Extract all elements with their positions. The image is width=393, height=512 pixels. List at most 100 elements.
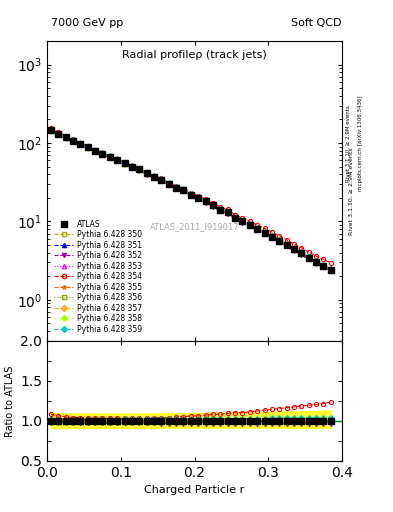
Pythia 6.428 355 [329,267,333,273]
Pythia 6.428 350 [307,255,311,262]
Pythia 6.428 358 [255,226,259,232]
Pythia 6.428 359 [321,262,326,268]
Pythia 6.428 355 [166,181,171,187]
Pythia 6.428 354 [63,133,68,139]
Pythia 6.428 356 [137,167,141,173]
Pythia 6.428 358 [71,138,75,144]
Line: Pythia 6.428 358: Pythia 6.428 358 [49,129,333,272]
Pythia 6.428 352 [159,178,164,184]
Pythia 6.428 359 [78,140,83,146]
Pythia 6.428 359 [329,266,333,272]
Pythia 6.428 352 [284,243,289,249]
Pythia 6.428 358 [270,233,274,240]
Pythia 6.428 355 [63,135,68,141]
Pythia 6.428 350 [270,234,274,240]
Pythia 6.428 357 [181,187,186,193]
Pythia 6.428 359 [93,147,97,153]
Pythia 6.428 358 [203,198,208,204]
Pythia 6.428 353 [211,202,215,208]
Pythia 6.428 353 [248,222,252,228]
Pythia 6.428 352 [122,161,127,167]
Pythia 6.428 351 [159,176,164,182]
Pythia 6.428 350 [107,154,112,160]
Line: Pythia 6.428 351: Pythia 6.428 351 [49,127,333,272]
Pythia 6.428 355 [71,138,75,144]
Pythia 6.428 350 [218,207,223,214]
Pythia 6.428 357 [56,131,61,137]
Pythia 6.428 355 [203,199,208,205]
Pythia 6.428 353 [63,134,68,140]
Pythia 6.428 358 [159,177,164,183]
Pythia 6.428 355 [292,246,296,252]
Pythia 6.428 355 [248,222,252,228]
Pythia 6.428 357 [93,147,97,154]
Pythia 6.428 355 [218,207,223,214]
Pythia 6.428 358 [115,157,119,163]
Pythia 6.428 355 [196,195,200,201]
Pythia 6.428 358 [218,207,223,213]
Pythia 6.428 356 [159,177,164,183]
Pythia 6.428 354 [137,165,141,172]
Pythia 6.428 357 [85,144,90,151]
Pythia 6.428 354 [196,193,200,199]
Pythia 6.428 358 [144,170,149,177]
Text: Soft QCD: Soft QCD [292,18,342,28]
Pythia 6.428 356 [166,181,171,187]
Pythia 6.428 353 [100,151,105,157]
Pythia 6.428 358 [78,141,83,147]
Pythia 6.428 354 [255,222,259,228]
Line: Pythia 6.428 359: Pythia 6.428 359 [49,128,333,271]
Pythia 6.428 353 [144,170,149,176]
Pythia 6.428 356 [262,230,267,236]
Line: Pythia 6.428 355: Pythia 6.428 355 [49,129,333,272]
Pythia 6.428 358 [152,174,156,180]
Pythia 6.428 357 [144,170,149,176]
Pythia 6.428 354 [107,153,112,159]
Pythia 6.428 351 [255,226,259,232]
Pythia 6.428 359 [63,134,68,140]
Pythia 6.428 358 [107,154,112,160]
Pythia 6.428 354 [329,260,333,266]
Line: Pythia 6.428 353: Pythia 6.428 353 [49,128,333,272]
Pythia 6.428 350 [181,187,186,194]
Pythia 6.428 359 [203,198,208,204]
Pythia 6.428 354 [159,175,164,181]
Pythia 6.428 358 [85,144,90,151]
Pythia 6.428 350 [284,243,289,249]
Pythia 6.428 359 [218,206,223,212]
Pythia 6.428 354 [166,180,171,186]
Pythia 6.428 355 [122,161,127,167]
Pythia 6.428 353 [181,187,186,193]
Pythia 6.428 356 [174,185,178,191]
Pythia 6.428 355 [130,164,134,170]
Pythia 6.428 351 [115,156,119,162]
Pythia 6.428 356 [85,145,90,151]
Pythia 6.428 352 [93,148,97,155]
Pythia 6.428 357 [152,174,156,180]
Pythia 6.428 351 [100,150,105,156]
Pythia 6.428 356 [240,219,245,225]
Pythia 6.428 350 [225,210,230,216]
Pythia 6.428 359 [262,228,267,234]
Pythia 6.428 357 [196,195,200,201]
Pythia 6.428 351 [71,137,75,143]
Pythia 6.428 357 [329,266,333,272]
Pythia 6.428 351 [277,237,282,243]
Pythia 6.428 354 [248,218,252,224]
Pythia 6.428 354 [152,173,156,179]
Pythia 6.428 352 [174,186,178,192]
Pythia 6.428 351 [262,229,267,236]
Pythia 6.428 350 [166,181,171,187]
Pythia 6.428 359 [225,208,230,215]
Pythia 6.428 358 [284,242,289,248]
Y-axis label: Ratio to ATLAS: Ratio to ATLAS [5,365,15,437]
Pythia 6.428 357 [107,154,112,160]
Pythia 6.428 351 [56,131,61,137]
Pythia 6.428 359 [233,214,237,220]
Pythia 6.428 356 [307,255,311,262]
Pythia 6.428 354 [203,196,208,202]
Pythia 6.428 355 [152,174,156,180]
Pythia 6.428 355 [262,230,267,236]
Pythia 6.428 359 [56,131,61,137]
Pythia 6.428 351 [48,126,53,133]
